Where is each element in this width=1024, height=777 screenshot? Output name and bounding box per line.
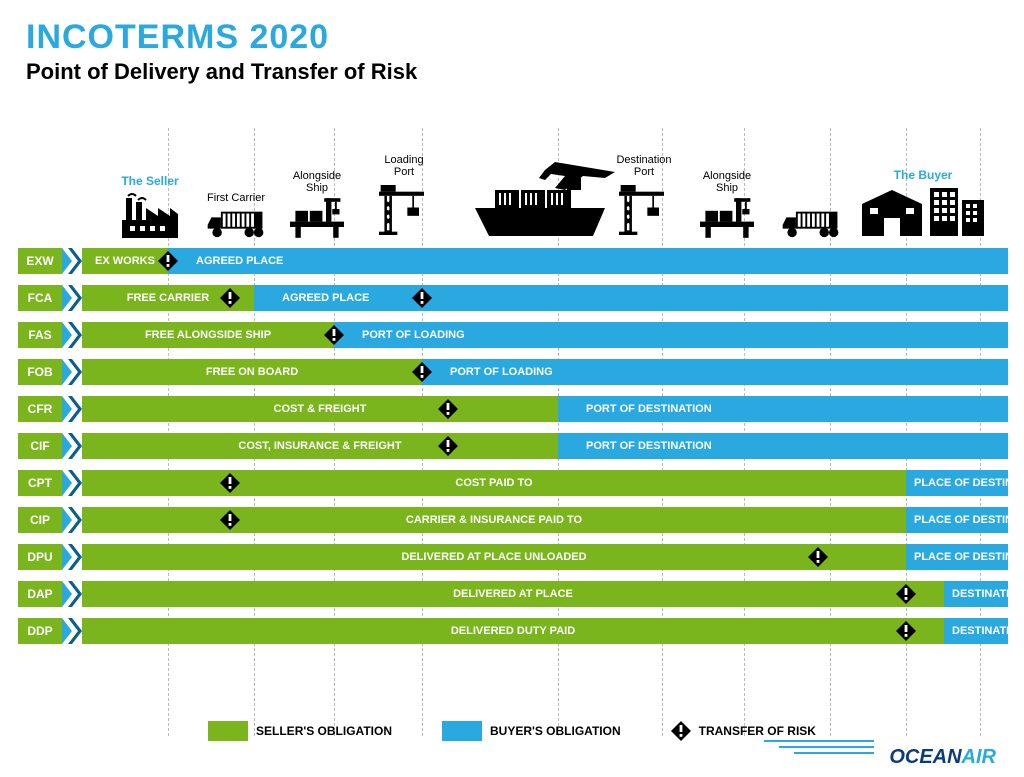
seller-bar: CARRIER & INSURANCE PAID TO [82, 507, 906, 533]
brand-logo: OCEANAIR [889, 746, 996, 769]
buyer-bar: DESTINATION [944, 618, 1008, 644]
row-ddp: DDP DELIVERED DUTY PAIDDESTINATION [18, 618, 1008, 644]
row-fas: FAS FREE ALONGSIDE SHIPPORT OF LOADING [18, 322, 1008, 348]
chevron-icon [62, 248, 82, 274]
incoterm-code: FAS [18, 322, 62, 348]
chevron-icon [62, 507, 82, 533]
row-fob: FOB FREE ON BOARDPORT OF LOADING [18, 359, 1008, 385]
buyer-bar: PLACE OF DESTINATION [906, 544, 1008, 570]
incoterm-code: DAP [18, 581, 62, 607]
chevron-icon [62, 581, 82, 607]
seller-bar: DELIVERED DUTY PAID [82, 618, 944, 644]
incoterm-code: FCA [18, 285, 62, 311]
row-cip: CIP CARRIER & INSURANCE PAID TOPLACE OF D… [18, 507, 1008, 533]
stage-crane: LoadingPort [360, 154, 448, 240]
seller-bar: COST PAID TO [82, 470, 906, 496]
row-dpu: DPU DELIVERED AT PLACE UNLOADEDPLACE OF D… [18, 544, 1008, 570]
seller-bar: DELIVERED AT PLACE [82, 581, 944, 607]
brand-lines-icon [764, 738, 884, 761]
buyer-bar: AGREED PLACE [168, 248, 1008, 274]
risk-icon [438, 399, 458, 419]
risk-icon [896, 584, 916, 604]
legend-buyer: BUYER'S OBLIGATION [442, 721, 621, 741]
risk-icon [412, 362, 432, 382]
incoterm-code: CIP [18, 507, 62, 533]
risk-icon [220, 510, 240, 530]
stage-factory: The Seller [105, 175, 195, 240]
stage-crane: DestinationPort [600, 154, 688, 240]
chevron-icon [62, 359, 82, 385]
incoterm-rows: EXWEX WORKSAGREED PLACEFCAFREE CARRIERAG… [18, 248, 1008, 655]
row-cfr: CFR COST & FREIGHTPORT OF DESTINATION [18, 396, 1008, 422]
seller-bar: FREE ALONGSIDE SHIP [82, 322, 334, 348]
risk-icon [220, 473, 240, 493]
risk-icon [896, 621, 916, 641]
row-dap: DAP DELIVERED AT PLACEDESTINATION [18, 581, 1008, 607]
buyer-bar: PLACE OF DESTINATION [906, 470, 1008, 496]
incoterm-code: EXW [18, 248, 62, 274]
incoterm-code: DDP [18, 618, 62, 644]
incoterm-code: CPT [18, 470, 62, 496]
buyer-bar: PORT OF DESTINATION [558, 396, 1008, 422]
stage-truck: First Carrier [195, 192, 277, 240]
chevron-icon [62, 433, 82, 459]
seller-bar: DELIVERED AT PLACE UNLOADED [82, 544, 906, 570]
chevron-icon [62, 396, 82, 422]
seller-bar: COST, INSURANCE & FREIGHT [82, 433, 558, 459]
buyer-bar: AGREED PLACE [254, 285, 1008, 311]
page-title: INCOTERMS 2020 [0, 0, 1024, 59]
risk-icon [220, 288, 240, 308]
buyer-bar: PORT OF LOADING [334, 322, 1008, 348]
risk-icon [438, 436, 458, 456]
chevron-icon [62, 470, 82, 496]
seller-bar: FREE ON BOARD [82, 359, 422, 385]
risk-icon [412, 288, 432, 308]
page-subtitle: Point of Delivery and Transfer of Risk [0, 59, 1024, 85]
chevron-icon [62, 285, 82, 311]
row-exw: EXW EX WORKSAGREED PLACE [18, 248, 1008, 274]
buyer-bar: PORT OF DESTINATION [558, 433, 1008, 459]
incoterm-code: CFR [18, 396, 62, 422]
row-cif: CIF COST, INSURANCE & FREIGHTPORT OF DEST… [18, 433, 1008, 459]
risk-icon [808, 547, 828, 567]
incoterm-code: CIF [18, 433, 62, 459]
stage-dock: AlongsideShip [278, 170, 356, 240]
buyer-bar: PLACE OF DESTINATION [906, 507, 1008, 533]
chevron-icon [62, 618, 82, 644]
incoterm-code: DPU [18, 544, 62, 570]
buyer-bar: DESTINATION [944, 581, 1008, 607]
stages-row: The SellerFirst CarrierAlongsideShipLoad… [18, 128, 1008, 246]
risk-icon [158, 251, 178, 271]
stage-dock: AlongsideShip [688, 170, 766, 240]
row-fca: FCAFREE CARRIERAGREED PLACE [18, 285, 1008, 311]
row-cpt: CPT COST PAID TOPLACE OF DESTINATION [18, 470, 1008, 496]
seller-bar: EX WORKS [82, 248, 168, 274]
buyer-bar: PORT OF LOADING [422, 359, 1008, 385]
legend-seller: SELLER'S OBLIGATION [208, 721, 392, 741]
stage-truck [768, 206, 854, 240]
risk-icon [324, 325, 344, 345]
chevron-icon [62, 322, 82, 348]
incoterm-code: FOB [18, 359, 62, 385]
chevron-icon [62, 544, 82, 570]
seller-bar: COST & FREIGHT [82, 396, 558, 422]
stage-buildings: The Buyer [856, 169, 990, 240]
